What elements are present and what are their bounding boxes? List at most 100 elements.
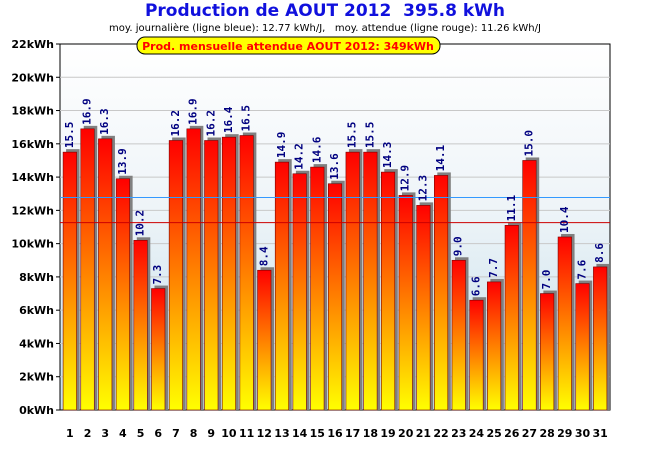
x-tick-label: 14 [292,427,308,440]
bar-value-label: 15.5 [346,122,359,149]
x-tick-label: 20 [398,427,414,440]
bar [310,166,325,411]
x-tick-label: 22 [433,427,448,440]
x-tick-label: 11 [239,427,254,440]
y-tick-label: 0kWh [19,404,54,417]
bar-value-label: 12.9 [399,165,412,192]
x-tick-label: 10 [221,427,237,440]
bars [62,125,610,411]
bar [292,173,307,411]
bar-value-label: 8.4 [257,246,270,266]
x-tick-label: 8 [190,427,198,440]
bar [274,161,290,411]
y-axis-ticks: 0kWh 2kWh 4kWh 6kWh 8kWh 10kWh 12kWh 14kWh 16kWh… [11,38,60,417]
bar-value-label: 7.7 [487,258,500,278]
y-tick-label: 2kWh [19,371,54,384]
chart-title: Production de AOUT 2012 395.8 kWh [144,1,506,21]
bar [593,266,608,411]
bar-value-label: 16.4 [222,106,235,133]
x-tick-label: 5 [137,427,145,440]
expected-monthly-banner: Prod. mensuelle attendue AOUT 2012: 349k… [136,36,441,55]
bar [380,171,396,411]
x-tick-label: 9 [207,427,215,440]
bar [98,138,113,411]
bar-value-label: 7.6 [575,259,588,279]
y-tick-label: 16kWh [11,138,54,151]
y-tick-label: 8kWh [19,271,54,284]
bar-value-label: 9.0 [452,236,465,256]
bar-value-label: 7.3 [151,265,164,285]
bar-value-label: 16.2 [204,110,217,137]
bar-value-label: 7.0 [540,270,553,290]
bar [115,178,130,411]
x-tick-label: 12 [257,427,272,440]
y-tick-label: 10kWh [11,238,54,251]
bar [133,240,148,411]
x-tick-label: 29 [557,427,572,440]
y-tick-label: 12kWh [11,204,54,217]
bar [575,283,590,411]
bar-value-label: 16.9 [187,98,200,125]
x-tick-label: 13 [274,427,289,440]
value-labels: 15.5 16.9 16.3 13.9 10.2 7.3 16.2 16.9 16.2 16.4 1… [63,98,606,296]
x-tick-label: 1 [66,427,74,440]
x-tick-label: 15 [310,427,325,440]
bar-value-label: 10.2 [134,210,147,237]
x-tick-label: 26 [504,427,520,440]
y-tick-label: 6kWh [19,304,54,317]
x-tick-label: 18 [363,427,378,440]
bar [204,140,219,411]
x-tick-label: 27 [522,427,537,440]
bar-value-label: 14.6 [310,136,323,163]
y-tick-label: 22kWh [11,38,54,51]
x-tick-label: 2 [84,427,92,440]
bar-value-label: 15.5 [63,122,76,149]
x-tick-label: 30 [575,427,591,440]
bar-value-label: 13.9 [116,148,129,175]
bar-value-label: 16.2 [169,110,182,137]
bar [504,225,519,411]
x-tick-label: 28 [539,427,554,440]
y-tick-label: 20kWh [11,71,54,84]
bar [327,183,343,411]
bar [168,140,183,411]
bar [469,299,484,411]
x-tick-label: 17 [345,427,360,440]
bar-value-label: 16.3 [98,108,111,134]
bar-value-label: 14.3 [381,142,394,169]
bar [416,205,431,411]
bar-value-label: 8.6 [593,243,606,263]
bar [257,269,272,411]
x-tick-label: 3 [101,427,109,440]
bar-value-label: 14.1 [434,145,447,172]
x-tick-label: 21 [416,427,431,440]
bar-value-label: 15.0 [522,130,535,157]
bar [434,175,449,411]
bar [451,259,466,411]
bar-value-label: 16.9 [81,98,94,125]
x-tick-label: 23 [451,427,466,440]
bar [363,151,378,411]
banner-text: Prod. mensuelle attendue AOUT 2012: 349k… [142,40,434,53]
bar [540,293,555,411]
x-tick-label: 6 [154,427,162,440]
x-tick-label: 4 [119,427,127,440]
banner-box [136,36,441,55]
y-tick-label: 18kWh [11,105,54,118]
bar-value-label: 16.5 [240,105,253,132]
x-axis-ticks: 1 2 3 4 5 6 7 8 9 10 11 12 13 14 15 16 17 18 19 20 21 22 23 24 2… [66,427,608,440]
chart-subtitle: moy. journalière (ligne bleue): 12.77 kW… [109,23,541,34]
reference-lines [60,197,610,224]
bar [557,236,572,411]
bar [186,128,201,411]
bar-value-label: 14.9 [275,132,288,159]
x-tick-label: 16 [327,427,343,440]
x-tick-label: 31 [593,427,608,440]
bar [151,288,166,411]
bar-value-label: 13.6 [328,153,341,180]
bar [62,151,77,411]
bar-value-label: 6.6 [469,276,482,296]
bar [487,281,502,411]
bar-value-label: 11.1 [505,194,518,221]
